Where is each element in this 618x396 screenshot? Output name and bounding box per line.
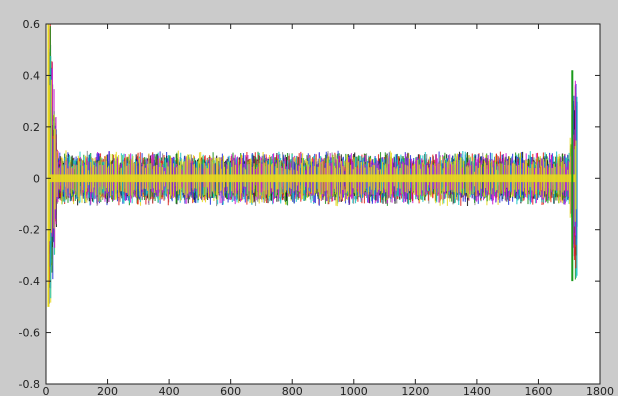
core-band bbox=[47, 24, 576, 307]
y-tick-label: -0.8 bbox=[19, 378, 40, 391]
y-tick-label: -0.6 bbox=[19, 327, 40, 340]
x-tick-label: 1800 bbox=[586, 385, 614, 396]
plot-frame bbox=[45, 23, 601, 385]
y-tick-label: 0 bbox=[33, 172, 40, 185]
core-band-fill bbox=[49, 174, 576, 183]
x-tick-label: 1000 bbox=[340, 385, 368, 396]
y-tick-label: -0.2 bbox=[19, 224, 40, 237]
x-tick-label: 200 bbox=[97, 385, 118, 396]
x-tick-label: 0 bbox=[43, 385, 50, 396]
x-axis: 0 200 400 600 800 1000 1200 1400 1600 1800 bbox=[43, 24, 614, 396]
x-tick-label: 1400 bbox=[463, 385, 491, 396]
y-tick-label: 0.2 bbox=[23, 121, 41, 134]
x-tick-label: 400 bbox=[159, 385, 180, 396]
x-tick-label: 1600 bbox=[524, 385, 552, 396]
x-tick-label: 800 bbox=[282, 385, 303, 396]
x-tick-label: 600 bbox=[220, 385, 241, 396]
x-tick-label: 1200 bbox=[401, 385, 429, 396]
y-tick-label: -0.4 bbox=[19, 275, 40, 288]
y-tick-label: 0.4 bbox=[23, 69, 41, 82]
y-tick-label: 0.6 bbox=[23, 18, 41, 31]
y-axis: -0.8 -0.6 -0.4 -0.2 0 0.2 0.4 0.6 bbox=[19, 18, 600, 391]
